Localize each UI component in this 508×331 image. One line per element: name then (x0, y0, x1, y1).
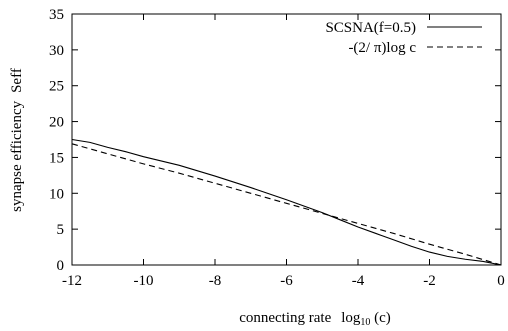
y-tick-label: 30 (49, 43, 64, 59)
legend: SCSNA(f=0.5) -(2/ π)log c (325, 20, 482, 56)
plot-axes (71, 13, 502, 266)
y-tick-label: 15 (49, 150, 64, 166)
y-tick-label: 20 (49, 115, 64, 131)
y-tick-label: 25 (49, 79, 64, 95)
x-tick-label: 0 (497, 273, 505, 289)
y-tick-label: 35 (49, 7, 64, 23)
y-tick-label: 0 (57, 258, 65, 274)
series-line-1 (71, 138, 502, 266)
plot-frame (71, 13, 502, 266)
y-tick-label: 5 (57, 222, 65, 238)
x-tick-label: -4 (352, 273, 365, 289)
x-tick-label: -8 (209, 273, 222, 289)
legend-label-1: SCSNA(f=0.5) (325, 20, 416, 36)
legend-label-2: -(2/ π)log c (348, 40, 416, 56)
y-axis-label: synapse efficiencySeff (9, 68, 25, 212)
tick-marks: -12 -10 -8 -6 -4 -2 0 0 5 10 15 20 25 30 35 (49, 7, 505, 289)
x-tick-label: -2 (423, 273, 436, 289)
x-tick-label: -6 (280, 273, 293, 289)
y-tick-label: 10 (49, 186, 64, 202)
x-tick-label: -12 (62, 273, 82, 289)
series-lines (71, 138, 502, 266)
x-axis-label: connecting rate log10 (c) (239, 310, 391, 328)
x-tick-label: -10 (134, 273, 154, 289)
series-line-2 (71, 143, 502, 266)
